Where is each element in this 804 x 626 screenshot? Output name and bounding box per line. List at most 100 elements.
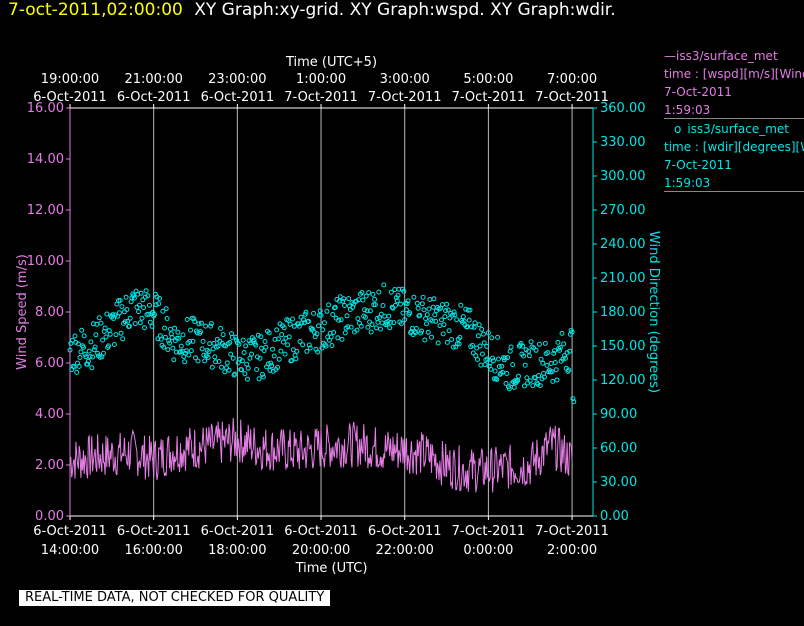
- wind-direction-point: [478, 362, 484, 368]
- wind-direction-point: [363, 293, 369, 299]
- wind-direction-point: [268, 360, 274, 366]
- wind-direction-point: [338, 317, 344, 323]
- wind-direction-point: [116, 310, 122, 316]
- wind-direction-point: [470, 350, 476, 356]
- wind-direction-point: [74, 369, 80, 375]
- wind-direction-point: [411, 294, 417, 300]
- wind-direction-point: [123, 294, 129, 300]
- x-top-tick-time: 7:00:00: [547, 72, 597, 87]
- wind-direction-point: [269, 363, 275, 369]
- wind-direction-point: [205, 355, 211, 360]
- wind-direction-point: [94, 321, 100, 327]
- wind-direction-point: [466, 317, 472, 323]
- wind-direction-point: [121, 309, 127, 315]
- x-bottom-axis-title: Time (UTC): [295, 561, 368, 576]
- wind-direction-point: [142, 294, 148, 300]
- wind-direction-point: [161, 344, 167, 350]
- x-bottom-tick-time: 16:00:00: [124, 543, 182, 558]
- wind-direction-point: [280, 339, 286, 345]
- wind-direction-point: [536, 341, 542, 347]
- wind-direction-point: [240, 337, 246, 343]
- wind-direction-point: [378, 326, 383, 332]
- wind-direction-point: [432, 312, 438, 318]
- wind-direction-point: [388, 319, 393, 325]
- wind-direction-point: [72, 333, 78, 339]
- wind-direction-point: [317, 308, 323, 314]
- wind-direction-point: [167, 326, 173, 332]
- header-datetime: 7-oct-2011,02:00:00: [8, 0, 183, 20]
- y-left-tick-label: 2.00: [35, 458, 64, 473]
- x-bottom-tick-date: 6-Oct-2011: [117, 524, 191, 539]
- wind-direction-point: [77, 355, 83, 360]
- wind-direction-point: [290, 316, 296, 322]
- x-bottom-tick-time: 20:00:00: [292, 543, 350, 558]
- wind-direction-point: [218, 325, 224, 331]
- wind-direction-point: [561, 341, 567, 347]
- wind-direction-point: [427, 297, 433, 302]
- wind-direction-point: [440, 331, 446, 337]
- wind-direction-point: [149, 323, 155, 329]
- wind-direction-point: [289, 358, 295, 363]
- wind-direction-point: [180, 332, 186, 338]
- wind-direction-point: [439, 302, 445, 308]
- wind-direction-point: [212, 354, 218, 360]
- wind-direction-point: [106, 343, 111, 349]
- wind-direction-point: [239, 367, 244, 373]
- wind-direction-point: [557, 347, 562, 353]
- wind-direction-point: [81, 333, 87, 339]
- wind-direction-point: [329, 343, 335, 348]
- wind-direction-point: [162, 334, 168, 340]
- y-right-tick-label: 0.00: [600, 509, 629, 524]
- wind-direction-point: [402, 317, 408, 323]
- wind-direction-point: [117, 298, 123, 303]
- wind-direction-point: [365, 324, 371, 330]
- wind-direction-point: [382, 313, 388, 319]
- legend-wspd-time: 1:59:03: [664, 103, 711, 117]
- wind-direction-point: [153, 302, 159, 308]
- wind-direction-point: [275, 364, 280, 370]
- wind-direction-point: [514, 378, 520, 384]
- wind-direction-point: [366, 290, 372, 296]
- wind-direction-point: [137, 302, 142, 308]
- wind-direction-point: [482, 362, 488, 368]
- wind-direction-point: [504, 371, 510, 376]
- wind-direction-point: [368, 329, 374, 335]
- wind-direction-point: [413, 326, 419, 331]
- wind-direction-point: [281, 325, 287, 331]
- wind-direction-point: [140, 297, 146, 303]
- wind-direction-point: [476, 322, 482, 328]
- wind-direction-point: [495, 356, 501, 362]
- wind-direction-point: [78, 349, 84, 355]
- wind-direction-point: [199, 346, 205, 352]
- series: [67, 282, 577, 493]
- wind-direction-point: [243, 343, 249, 349]
- wind-direction-point: [141, 305, 147, 311]
- wind-direction-point: [370, 291, 376, 297]
- wind-direction-point: [454, 317, 460, 323]
- wind-direction-point: [315, 349, 321, 355]
- wind-direction-point: [510, 362, 516, 368]
- wind-direction-point: [274, 327, 280, 333]
- wind-direction-point: [330, 312, 336, 317]
- wind-direction-point: [542, 374, 547, 380]
- wind-direction-point: [490, 358, 496, 364]
- wind-direction-point: [306, 342, 312, 348]
- wind-direction-point: [158, 336, 164, 342]
- y-left-tick-label: 0.00: [35, 509, 64, 524]
- wind-direction-point: [425, 329, 431, 335]
- legend-wspd-name: —iss3/surface_met: [664, 47, 804, 65]
- wind-direction-point: [342, 330, 348, 336]
- wind-direction-point: [444, 301, 450, 307]
- y-right-tick-label: 300.00: [600, 169, 646, 184]
- wind-direction-point: [300, 342, 306, 348]
- wind-direction-point: [499, 363, 505, 369]
- wind-direction-point: [122, 319, 128, 325]
- wind-direction-point: [544, 362, 550, 368]
- wind-direction-point: [258, 334, 264, 340]
- wind-direction-point: [71, 364, 77, 370]
- wind-direction-point: [139, 315, 145, 321]
- wind-direction-point: [323, 343, 329, 349]
- wind-direction-point: [569, 329, 575, 335]
- wind-direction-point: [88, 339, 94, 345]
- wind-direction-point: [451, 309, 457, 315]
